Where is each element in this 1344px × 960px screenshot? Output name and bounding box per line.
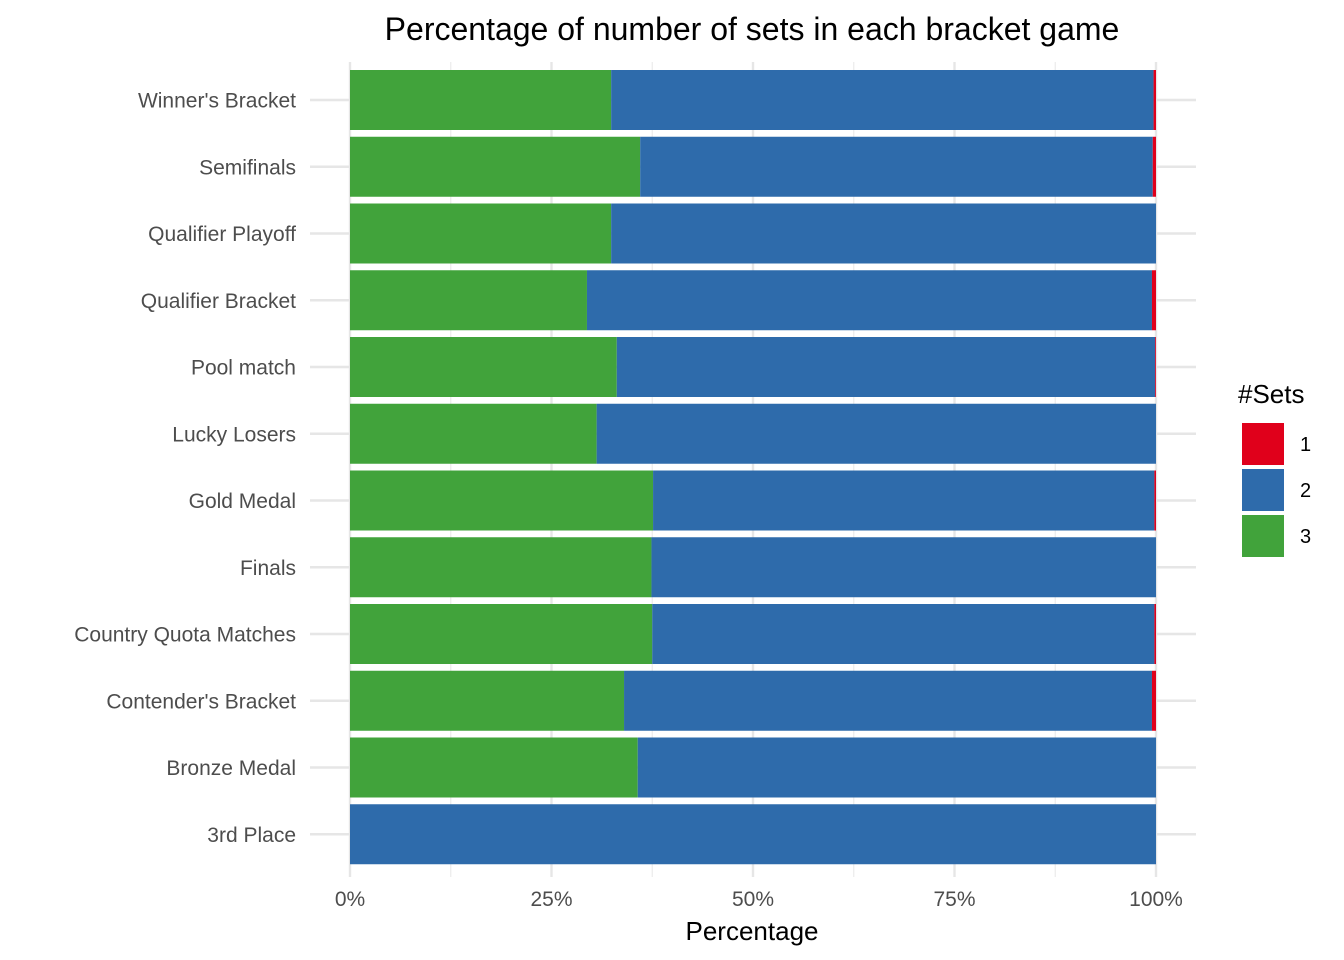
legend-items: 1 2 3 xyxy=(1242,423,1311,557)
bar-segment-sets-2 xyxy=(596,403,1156,464)
bar-segment-sets-3 xyxy=(350,470,654,531)
y-tick-label: Country Quota Matches xyxy=(74,624,296,647)
x-axis-title: Percentage xyxy=(686,916,819,946)
x-tick-label: 100% xyxy=(1129,888,1183,911)
bar-segment-sets-3 xyxy=(350,337,617,397)
bar-segment-sets-2 xyxy=(611,203,1156,264)
bar-segment-sets-3 xyxy=(350,670,625,731)
bar-segment-sets-3 xyxy=(350,604,653,664)
bar-segment-sets-2 xyxy=(652,604,1155,664)
y-tick-label: Bronze Medal xyxy=(166,757,296,780)
bar-segment-sets-3 xyxy=(350,737,638,798)
bar-segment-sets-2 xyxy=(586,270,1152,331)
bar-segment-sets-3 xyxy=(350,537,652,598)
legend: #Sets 1 2 3 xyxy=(1238,379,1311,557)
x-tick-label: 25% xyxy=(530,888,572,911)
bar-segment-sets-2 xyxy=(616,337,1156,397)
bar-segment-sets-2 xyxy=(611,70,1154,130)
bar-segment-sets-3 xyxy=(350,270,587,331)
y-tick-label: Lucky Losers xyxy=(172,423,296,446)
y-axis-tick-labels: Winner's Bracket Semifinals Qualifier Play… xyxy=(74,90,296,847)
y-tick-label: Qualifier Bracket xyxy=(141,290,296,313)
legend-label: 3 xyxy=(1300,526,1311,548)
legend-swatch-1 xyxy=(1242,423,1284,465)
bar-segment-sets-1 xyxy=(1151,270,1156,331)
bar-segment-sets-1 xyxy=(1153,70,1156,130)
bar-segment-sets-1 xyxy=(1154,470,1156,531)
bars xyxy=(350,70,1156,865)
legend-title: #Sets xyxy=(1238,379,1305,409)
y-tick-label: Winner's Bracket xyxy=(138,90,296,113)
bar-segment-sets-1 xyxy=(1151,670,1156,731)
y-tick-label: Semifinals xyxy=(199,156,296,179)
bar-segment-sets-3 xyxy=(350,203,612,264)
y-tick-label: Finals xyxy=(240,557,296,580)
bar-segment-sets-1 xyxy=(1152,136,1156,197)
x-tick-label: 75% xyxy=(933,888,975,911)
x-axis-tick-labels: 0% 25% 50% 75% 100% xyxy=(335,888,1183,911)
y-tick-label: 3rd Place xyxy=(207,824,296,847)
bar-segment-sets-1 xyxy=(1154,604,1156,664)
y-tick-label: Pool match xyxy=(191,357,296,380)
legend-swatch-3 xyxy=(1242,515,1284,557)
chart-title: Percentage of number of sets in each bra… xyxy=(385,11,1120,47)
y-tick-label: Contender's Bracket xyxy=(106,690,296,713)
legend-label: 2 xyxy=(1300,480,1311,502)
legend-label: 1 xyxy=(1300,434,1311,456)
bar-segment-sets-3 xyxy=(350,70,612,130)
y-tick-label: Gold Medal xyxy=(189,490,296,513)
x-tick-label: 50% xyxy=(732,888,774,911)
bar-segment-sets-2 xyxy=(624,670,1152,731)
bar-segment-sets-2 xyxy=(653,470,1155,531)
bar-segment-sets-2 xyxy=(350,804,1156,865)
legend-swatch-2 xyxy=(1242,469,1284,511)
bar-segment-sets-2 xyxy=(651,537,1156,598)
bar-segment-sets-3 xyxy=(350,403,597,464)
bar-segment-sets-2 xyxy=(640,136,1153,197)
y-tick-label: Qualifier Playoff xyxy=(148,223,296,246)
x-tick-label: 0% xyxy=(335,888,365,911)
bar-segment-sets-3 xyxy=(350,136,641,197)
bar-segment-sets-1 xyxy=(1155,337,1156,397)
bar-segment-sets-2 xyxy=(637,737,1156,798)
